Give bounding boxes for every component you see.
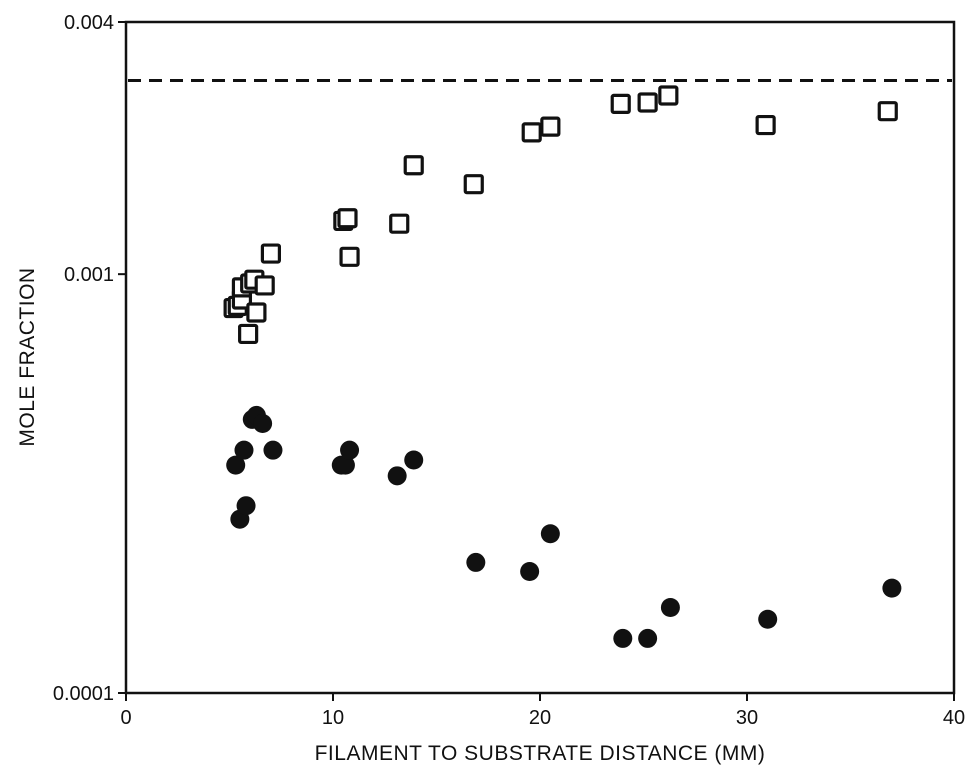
open-square-point: [389, 213, 410, 234]
filled-circle-point: [540, 524, 560, 544]
x-tick-label: 20: [529, 707, 551, 729]
open-square-point: [610, 93, 631, 114]
filled-circle-point: [226, 455, 246, 475]
open-square-point: [339, 246, 360, 267]
filled-circle-point: [613, 628, 633, 648]
open-square-point: [877, 101, 898, 122]
filled-circle-point: [253, 413, 273, 433]
x-tick-label: 0: [120, 707, 131, 729]
y-axis-title: MOLE FRACTION: [16, 267, 39, 446]
filled-circle-point: [387, 466, 407, 486]
filled-circle-point: [335, 455, 355, 475]
x-tick-label: 40: [943, 707, 965, 729]
filled-circle-point: [263, 440, 283, 460]
open-square-series: [223, 85, 898, 345]
open-square-point: [658, 85, 679, 106]
open-square-point: [260, 243, 281, 264]
y-tick-label: 0.001: [64, 264, 114, 286]
x-tick-label: 10: [322, 707, 344, 729]
filled-circle-point: [234, 440, 254, 460]
open-square-point: [463, 174, 484, 195]
filled-circle-point: [340, 440, 360, 460]
open-square-point: [254, 275, 275, 296]
y-tick-label: 0.004: [64, 12, 114, 34]
x-axis-ticks: 0 10 20 30 40: [120, 693, 965, 729]
filled-circle-point: [638, 628, 658, 648]
x-tick-label: 30: [736, 707, 758, 729]
filled-circle-point: [520, 562, 540, 582]
open-square-point: [403, 155, 424, 176]
y-tick-label: 0.0001: [53, 683, 114, 705]
filled-circle-point: [882, 578, 902, 598]
filled-circle-series: [226, 405, 902, 648]
filled-circle-point: [236, 496, 256, 516]
filled-circle-point: [660, 598, 680, 618]
open-square-point: [637, 92, 658, 113]
open-square-point: [238, 323, 259, 345]
filled-circle-point: [758, 609, 778, 629]
open-square-point: [540, 116, 561, 137]
open-square-point: [521, 122, 542, 143]
open-square-point: [755, 114, 776, 136]
x-axis-title: FILAMENT TO SUBSTRATE DISTANCE (MM): [315, 742, 766, 765]
open-square-point: [246, 302, 267, 323]
y-axis-ticks: 0.0001 0.001 0.004: [53, 12, 126, 705]
open-square-point: [337, 208, 358, 229]
filled-circle-point: [466, 552, 486, 572]
filled-circle-point: [404, 450, 424, 470]
